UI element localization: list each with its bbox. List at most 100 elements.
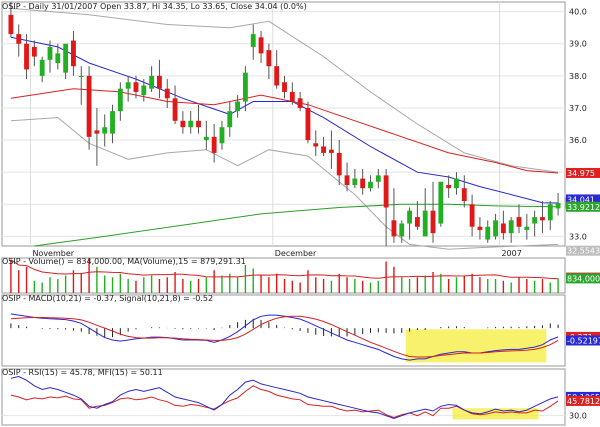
candle-up — [47, 46, 53, 60]
candle-down — [133, 82, 139, 92]
price-right-label: 33.9212 — [567, 203, 600, 212]
macd-signal-line — [10, 315, 559, 358]
macd-right-label-box — [566, 335, 600, 346]
bollinger-upper-line — [10, 7, 559, 173]
candle-up — [102, 127, 108, 134]
candle-up — [203, 136, 209, 141]
candle-down — [31, 46, 37, 57]
candle-up — [399, 223, 405, 237]
price-right-label: 34.041 — [567, 195, 595, 204]
candle-down — [172, 98, 178, 121]
price-right-label-box — [566, 201, 600, 212]
candle-down — [446, 185, 452, 189]
candle-up — [485, 226, 491, 240]
candle-up — [188, 120, 194, 128]
candle-down — [196, 120, 201, 128]
candle-down — [258, 37, 264, 54]
candle-up — [55, 53, 61, 63]
candle-up — [63, 43, 69, 73]
candle-down — [282, 82, 287, 92]
candle-down — [477, 226, 483, 230]
candle-up — [149, 75, 155, 89]
macd-title: OSIP - MACD(10,21) = -0.37, Signal(10,21… — [2, 294, 213, 303]
candle-down — [86, 75, 92, 137]
candle-up — [352, 178, 358, 185]
candle-up — [454, 178, 459, 189]
candle-up — [493, 220, 498, 237]
candle-down — [336, 152, 342, 176]
candle-up — [375, 175, 381, 182]
volume-right-label-box — [566, 273, 600, 284]
price-tick-label: 40.0 — [569, 8, 587, 17]
candle-up — [508, 220, 514, 234]
candle-down — [321, 146, 327, 153]
rsi-right-label: 45.7812 — [567, 397, 600, 406]
candle-down — [414, 217, 420, 227]
price-right-label: 32.5543 — [567, 247, 600, 256]
candle-up — [227, 111, 233, 128]
candle-down — [289, 91, 295, 102]
candle-down — [383, 175, 389, 208]
candle-up — [438, 181, 444, 224]
price-right-label: 34.975 — [567, 169, 595, 178]
candle-up — [524, 226, 530, 230]
candle-down — [540, 217, 545, 221]
candle-down — [266, 50, 272, 67]
price-tick-label: 37.0 — [569, 104, 587, 113]
candle-up — [407, 210, 412, 224]
candle-up — [39, 59, 45, 76]
candle-down — [430, 210, 436, 234]
price-title: OSIP - Daily 31/01/2007 Open 33.87, Hi 3… — [2, 2, 307, 11]
candle-down — [360, 178, 366, 189]
price-right-label-box — [566, 167, 600, 178]
candle-down — [16, 34, 22, 44]
candle-down — [344, 175, 350, 185]
candle-down — [24, 43, 29, 70]
candle-down — [305, 107, 311, 141]
price-tick-label: 39.0 — [569, 40, 587, 49]
volume-right-label: 834,000 — [567, 274, 600, 283]
rsi-title: OSIP - RSI(15) = 45.78, MFI(15) = 50.11 — [2, 368, 163, 377]
candle-up — [555, 202, 561, 209]
candle-down — [157, 75, 162, 89]
candle-down — [71, 40, 76, 67]
candle-up — [125, 82, 131, 89]
macd-right-label: -0.521974 — [567, 336, 600, 345]
price-tick-label: 38.0 — [569, 72, 587, 81]
macd-highlight — [405, 329, 547, 363]
candle-up — [250, 34, 256, 47]
candle-up — [368, 181, 373, 189]
volume-ma-line — [10, 259, 559, 280]
x-tick-label: 2007 — [501, 249, 521, 258]
candle-down — [211, 136, 217, 153]
volume-title: OSIP - Volume() = 834,000.00, MA(Volume)… — [2, 257, 246, 266]
price-tick-label: 33.0 — [569, 232, 587, 241]
ma-200-line — [34, 203, 559, 247]
x-tick-label: November — [32, 249, 74, 258]
candle-up — [422, 210, 428, 237]
candle-up — [242, 72, 248, 102]
candle-down — [274, 66, 280, 86]
candle-down — [164, 88, 170, 99]
candle-down — [516, 217, 522, 227]
bollinger-lower-line — [10, 117, 559, 250]
candle-up — [110, 111, 115, 134]
candle-down — [500, 223, 506, 234]
candle-down — [391, 220, 397, 237]
candle-down — [313, 143, 319, 147]
price-right-label-box — [566, 245, 600, 256]
price-tick-label: 36.0 — [569, 136, 587, 145]
candle-up — [532, 217, 538, 224]
candle-down — [328, 149, 334, 153]
rsi-highlight — [452, 408, 539, 420]
candle-up — [117, 88, 123, 112]
candle-down — [94, 130, 100, 134]
x-tick-label: December — [275, 249, 317, 258]
rsi-right-label-box — [566, 395, 600, 406]
price-right-label-box — [566, 194, 600, 205]
candle-up — [219, 127, 225, 144]
candle-down — [180, 120, 186, 128]
candle-down — [461, 188, 467, 202]
